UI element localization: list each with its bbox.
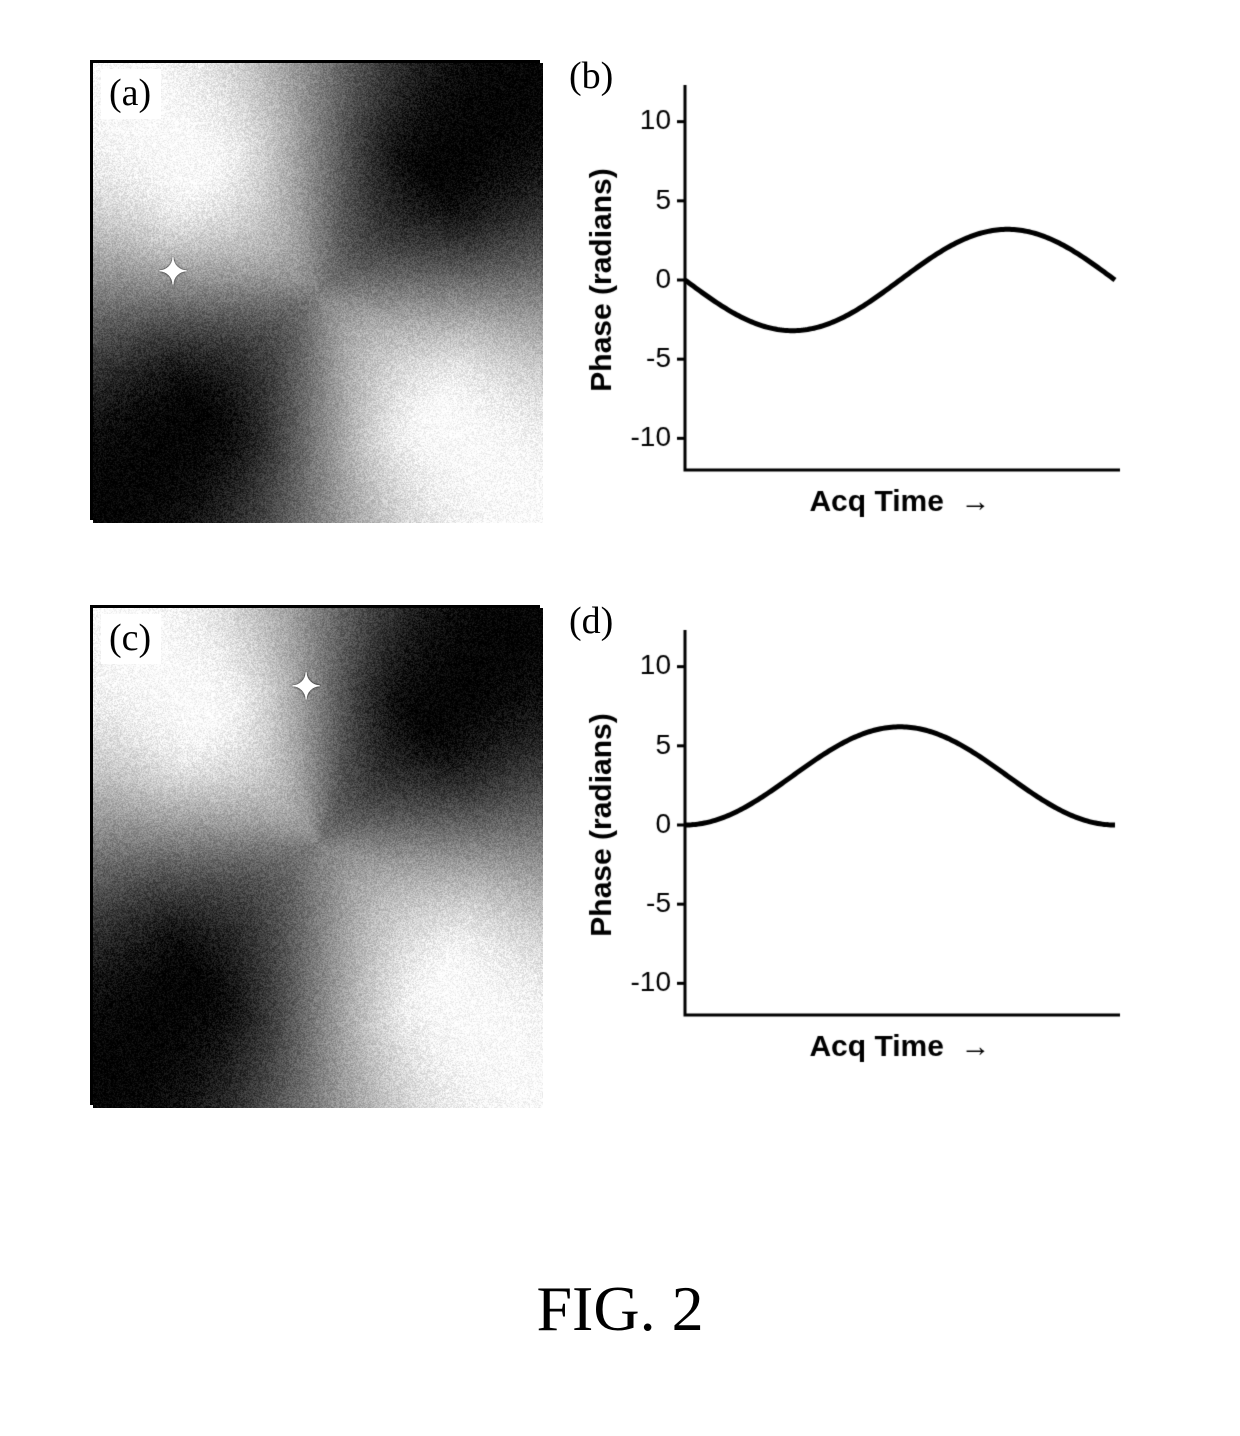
phase-chart-d [575, 605, 1135, 1085]
panel-d: (d) [575, 605, 1135, 1090]
panel-c-label: (c) [101, 614, 161, 664]
grayscale-image-c [93, 608, 543, 1108]
panel-b: (b) [575, 60, 1135, 545]
panel-a-label: (a) [101, 69, 161, 119]
row-2: (c) ✦ (d) [90, 605, 1150, 1105]
figure-container: (a) ✦ (b) (c) ✦ (d) [90, 60, 1150, 1165]
phase-chart-b [575, 60, 1135, 540]
row-1: (a) ✦ (b) [90, 60, 1150, 545]
grayscale-image-a [93, 63, 543, 523]
panel-b-label: (b) [569, 54, 613, 98]
figure-caption: FIG. 2 [0, 1272, 1240, 1346]
panel-a: (a) ✦ [90, 60, 540, 520]
panel-d-label: (d) [569, 599, 613, 643]
panel-c: (c) ✦ [90, 605, 540, 1105]
